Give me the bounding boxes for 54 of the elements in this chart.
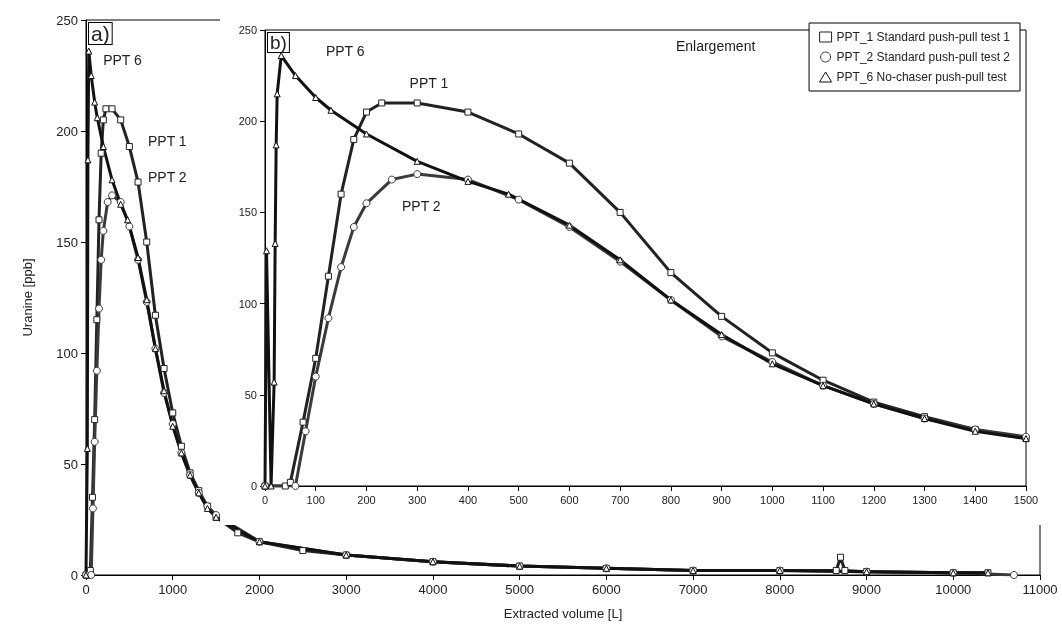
annotation: PPT 1 <box>148 132 187 149</box>
y-tick-label: 100 <box>56 345 78 361</box>
x-tick-label: 5000 <box>505 582 535 597</box>
legend-label: PPT_2 Standard push-pull test 2 <box>836 50 1011 64</box>
annotation: a) <box>91 22 110 45</box>
y-tick-label: 150 <box>56 234 78 250</box>
x-tick-label: 300 <box>408 493 427 506</box>
y-tick-label: 250 <box>238 24 257 36</box>
legend-label: PPT_1 Standard push-pull test 1 <box>836 30 1011 44</box>
x-tick-label: 100 <box>306 493 325 506</box>
x-tick-label: 7000 <box>678 582 708 597</box>
y-tick-label: 200 <box>56 123 78 139</box>
x-tick-label: 700 <box>610 493 630 506</box>
x-tick-label: 400 <box>458 493 478 506</box>
x-tick-label: 8000 <box>765 582 795 597</box>
annotation: PPT 6 <box>103 52 143 69</box>
x-tick-label: 1400 <box>963 493 988 506</box>
x-tick-label: 1300 <box>912 493 937 506</box>
legend-label: PPT_6 No-chaser push-pull test <box>836 70 1008 84</box>
y-tick-label: 50 <box>63 456 78 472</box>
y-tick-label: 250 <box>56 12 78 28</box>
y-axis-title: Uranine [ppb] <box>20 258 35 337</box>
x-tick-label: 0 <box>261 493 269 506</box>
annotation: PPT 1 <box>409 74 449 91</box>
x-tick-label: 1500 <box>1013 493 1039 506</box>
x-tick-label: 600 <box>560 493 579 506</box>
x-tick-label: 2000 <box>244 582 274 597</box>
annotation: PPT 2 <box>148 168 187 185</box>
x-tick-label: 800 <box>661 493 681 506</box>
x-tick-label: 1100 <box>811 493 835 506</box>
x-tick-label: 500 <box>509 493 528 506</box>
x-tick-label: 1000 <box>158 582 188 597</box>
y-tick-label: 200 <box>238 115 257 128</box>
x-tick-label: 4000 <box>418 582 448 597</box>
x-tick-label: 9000 <box>852 582 882 597</box>
x-tick-label: 0 <box>82 582 90 597</box>
annotation: PPT 6 <box>325 42 365 59</box>
y-tick-label: 0 <box>70 567 78 583</box>
x-tick-label: 200 <box>357 493 376 506</box>
annotation: PPT 2 <box>401 197 441 214</box>
y-tick-label: 0 <box>250 480 257 492</box>
x-tick-label: 900 <box>712 493 731 506</box>
x-tick-label: 11000 <box>1022 582 1058 597</box>
y-tick-label: 50 <box>244 388 257 401</box>
x-tick-label: 10000 <box>935 582 972 597</box>
annotation: Enlargement <box>675 38 756 55</box>
annotation: b) <box>270 32 287 53</box>
x-tick-label: 1000 <box>760 493 785 506</box>
x-tick-label: 1200 <box>861 493 887 506</box>
y-tick-label: 150 <box>238 206 257 219</box>
y-tick-label: 100 <box>238 297 257 310</box>
x-tick-label: 3000 <box>331 582 361 597</box>
x-axis-title: Extracted volume [L] <box>503 606 623 621</box>
x-tick-label: 6000 <box>591 582 621 597</box>
